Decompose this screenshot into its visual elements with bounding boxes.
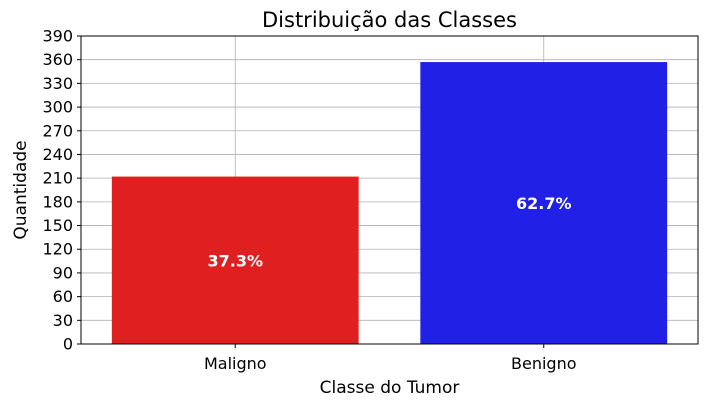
data-labels: 37.3% 62.7% (207, 194, 571, 270)
y-tick-label: 300 (42, 98, 73, 117)
plot-frame (80, 35, 699, 345)
y-tick-label: 120 (42, 240, 73, 259)
y-tick-label: 210 (42, 169, 73, 188)
y-tick-label: 150 (42, 216, 73, 235)
x-tick-label: Benigno (511, 354, 577, 373)
bar-benigno (420, 62, 668, 345)
y-axis-label: Quantidade (11, 140, 31, 239)
y-tick-label: 60 (53, 287, 73, 306)
x-axis-ticks: Maligno Benigno (204, 344, 577, 373)
y-tick-label: 180 (42, 192, 73, 211)
y-tick-label: 390 (42, 27, 73, 46)
data-label-maligno: 37.3% (207, 251, 263, 270)
y-tick-label: 0 (63, 335, 73, 354)
x-tick-label: Maligno (204, 354, 267, 373)
y-tick-label: 90 (53, 263, 73, 282)
y-tick-label: 360 (42, 50, 73, 69)
bars (111, 62, 668, 345)
bar-maligno (111, 176, 359, 344)
x-axis-label: Classe do Tumor (320, 378, 460, 398)
y-tick-label: 240 (42, 145, 73, 164)
y-axis-ticks: 0 30 60 90 120 150 180 210 240 270 300 330 360 390 (42, 27, 81, 354)
y-tick-label: 270 (42, 121, 73, 140)
y-tick-label: 30 (53, 311, 73, 330)
chart-title: Distribuição das Classes (262, 8, 517, 32)
data-label-benigno: 62.7% (516, 194, 572, 213)
y-tick-label: 330 (42, 74, 73, 93)
